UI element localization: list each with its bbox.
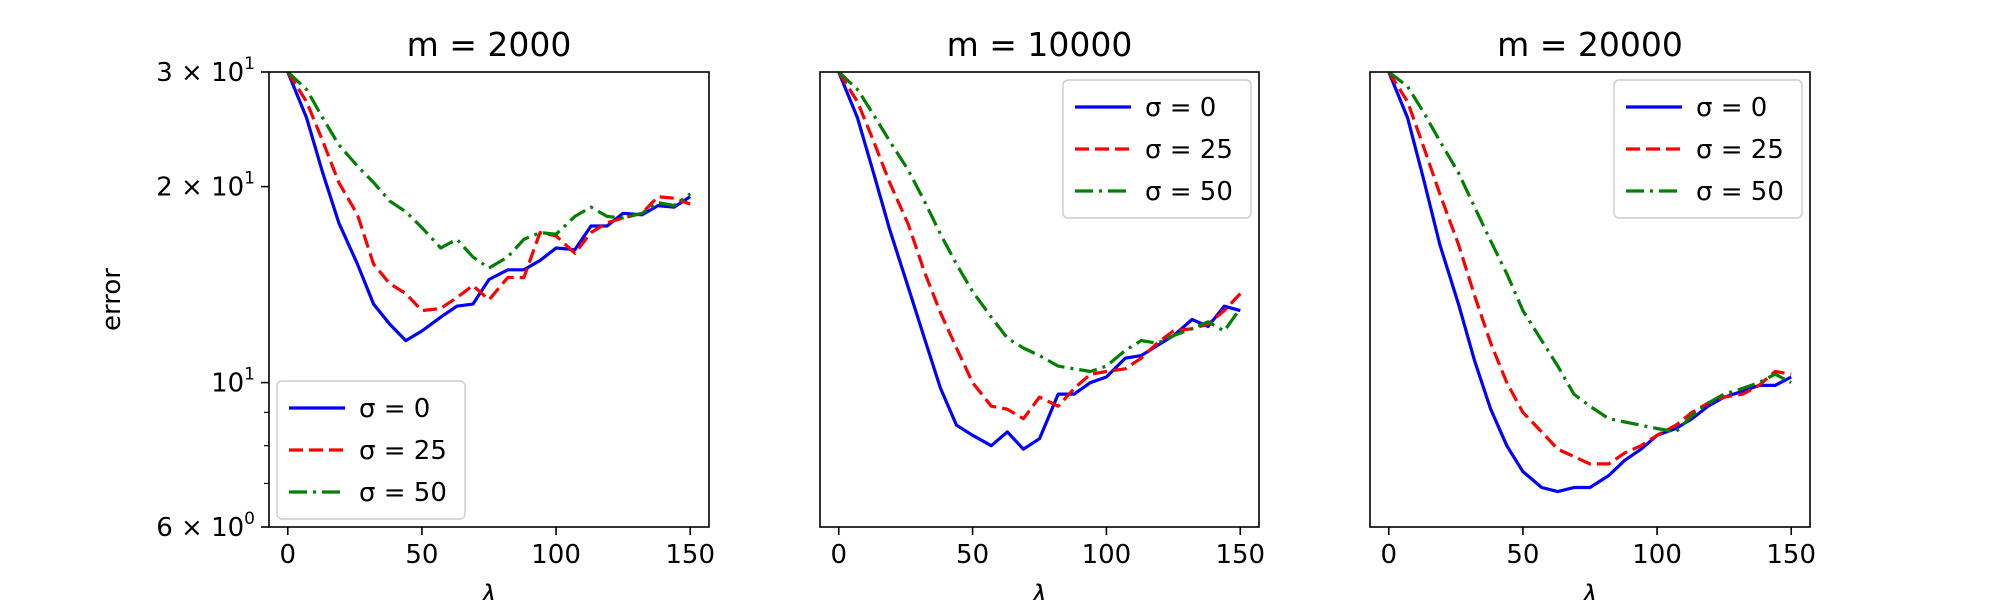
legend-label-2: σ = 25: [359, 436, 447, 466]
series-line-2: [1387, 72, 1792, 466]
x-axis-label: λ: [1030, 580, 1047, 600]
y-axis-label: error: [97, 268, 127, 331]
legend-label-1: σ = 0: [1145, 93, 1216, 123]
legend: σ = 0 σ = 25 σ = 50: [1062, 79, 1252, 219]
legend-label-2: σ = 25: [1145, 135, 1233, 165]
x-tick-label: 50: [1506, 540, 1539, 570]
y-tick-label: 6 × 100: [156, 509, 255, 543]
axes-frame: [1369, 71, 1811, 528]
x-tick-label: 150: [665, 540, 715, 570]
x-tick-label: 0: [1381, 540, 1398, 570]
series-group: [1387, 72, 1792, 494]
x-tick-label: 150: [1215, 540, 1265, 570]
y-tick-label-base: 3 × 10: [156, 58, 244, 88]
legend-label-3: σ = 50: [1696, 177, 1784, 207]
x-tick-label: 100: [1082, 540, 1132, 570]
series-group: [837, 72, 1242, 451]
y-tick-label: 101: [211, 365, 255, 399]
y-tick-label-exponent: 1: [244, 169, 255, 189]
x-tick-label: 100: [1632, 540, 1682, 570]
y-tick-label-exponent: 1: [244, 54, 255, 74]
legend: σ = 0 σ = 25 σ = 50: [1613, 79, 1803, 219]
y-tick-label-exponent: 0: [244, 509, 255, 529]
x-tick-label: 50: [405, 540, 438, 570]
series-line-3: [1387, 72, 1792, 434]
x-tick-label: 100: [531, 540, 581, 570]
y-tick-label-base: 10: [211, 369, 244, 399]
x-tick-label: 50: [956, 540, 989, 570]
legend: σ = 0 σ = 25 σ = 50: [276, 380, 466, 520]
x-tick-label: 0: [830, 540, 847, 570]
y-tick-label: 2 × 101: [156, 169, 255, 203]
axes-frame: [819, 71, 1260, 528]
chart-title: m = 20000: [1497, 25, 1683, 64]
series-line-3: [837, 72, 1242, 374]
x-tick-label: 0: [280, 540, 297, 570]
legend-box: [1613, 79, 1803, 219]
y-tick-label-base: 6 × 10: [156, 513, 244, 543]
legend-label-2: σ = 25: [1696, 135, 1784, 165]
x-axis-label: λ: [479, 580, 496, 600]
chart-title: m = 10000: [947, 25, 1133, 64]
series-line-2: [837, 72, 1242, 421]
x-tick-label: 150: [1766, 540, 1816, 570]
chart-title: m = 2000: [407, 25, 572, 64]
chart-panel-2: m = 10000 0 50 100 150 λ σ = 0 σ = 25 σ = 50: [819, 25, 1265, 600]
legend-label-3: σ = 50: [1145, 177, 1233, 207]
y-tick-label-base: 2 × 10: [156, 173, 244, 203]
series-line-1: [286, 72, 692, 343]
legend-label-1: σ = 0: [359, 394, 430, 424]
y-tick-label-exponent: 1: [244, 365, 255, 385]
chart-panel-3: m = 20000 0 50 100 150 λ σ = 0 σ = 25 σ = 50: [1369, 25, 1816, 600]
x-axis-label: λ: [1580, 580, 1597, 600]
series-line-3: [286, 72, 692, 270]
legend-box: [276, 380, 466, 520]
series-group: [286, 72, 692, 343]
y-tick-label: 3 × 101: [156, 54, 255, 88]
legend-label-1: σ = 0: [1696, 93, 1767, 123]
legend-label-3: σ = 50: [359, 478, 447, 508]
legend-box: [1062, 79, 1252, 219]
axes-frame: [268, 71, 710, 528]
